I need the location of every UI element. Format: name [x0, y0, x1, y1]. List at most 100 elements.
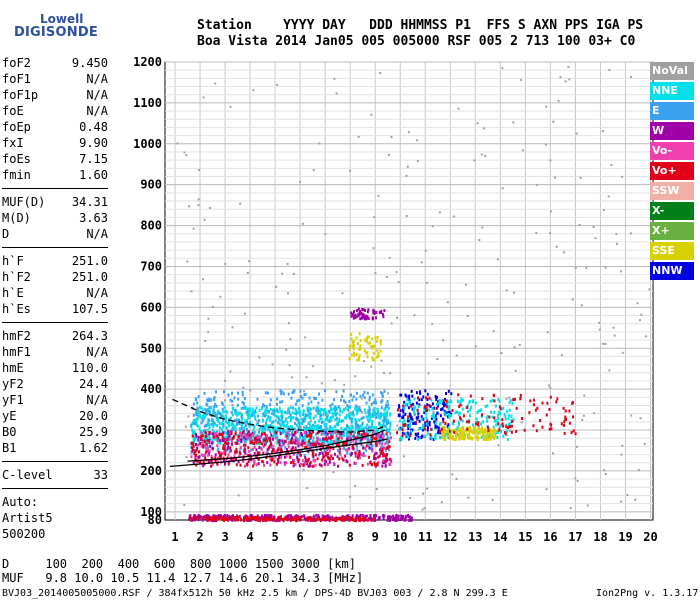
echo-point — [326, 451, 329, 455]
echo-point — [221, 436, 224, 440]
echo-point — [222, 514, 225, 518]
echo-point — [386, 392, 389, 395]
echo-point — [471, 431, 474, 435]
echo-point — [303, 441, 306, 445]
echo-point — [379, 72, 382, 74]
echo-point — [236, 420, 239, 424]
echo-point — [265, 442, 267, 446]
echo-point — [480, 408, 483, 412]
echo-point — [472, 400, 474, 404]
echo-point — [485, 437, 488, 441]
echo-point — [195, 435, 198, 439]
echo-point — [399, 409, 402, 413]
echo-point — [428, 420, 431, 424]
echo-point — [272, 449, 275, 452]
echo-point — [481, 426, 484, 430]
echo-point — [550, 423, 553, 427]
echo-point — [200, 453, 203, 457]
echo-point — [318, 463, 321, 467]
echo-point — [472, 426, 475, 430]
echo-point — [354, 451, 357, 455]
echo-point — [380, 452, 383, 455]
echo-point — [262, 412, 265, 415]
echo-point — [300, 462, 302, 466]
echo-point — [209, 516, 212, 520]
echo-point — [280, 456, 283, 460]
echo-point — [230, 423, 233, 427]
echo-point — [305, 518, 308, 522]
echo-point — [265, 407, 268, 411]
echo-point — [323, 410, 326, 414]
echo-point — [385, 429, 388, 432]
echo-point — [270, 442, 273, 446]
echo-point — [372, 247, 375, 250]
echo-point — [310, 444, 313, 448]
version-label: Ion2Png v. 1.3.17 — [596, 588, 699, 599]
legend-item: SSE — [650, 242, 694, 260]
echo-point — [357, 405, 360, 408]
echo-point — [568, 421, 571, 425]
echo-point — [564, 80, 567, 83]
echo-point — [346, 460, 349, 464]
echo-point — [388, 457, 391, 461]
echo-point — [201, 409, 204, 413]
echo-point — [466, 315, 469, 317]
echo-point — [384, 442, 387, 446]
echo-point — [193, 422, 196, 426]
echo-point — [318, 442, 321, 446]
echo-point — [461, 426, 463, 430]
param-row: D N/A — [2, 226, 108, 242]
echo-point — [508, 401, 511, 405]
echo-point — [410, 389, 413, 393]
echo-point — [388, 256, 391, 259]
echo-point — [282, 428, 285, 432]
echo-point — [532, 424, 535, 428]
echo-point — [239, 452, 242, 456]
echo-point — [351, 446, 354, 449]
echo-point — [550, 427, 553, 431]
echo-point — [574, 432, 577, 436]
echo-point — [630, 232, 632, 235]
echo-point — [294, 438, 297, 442]
echo-point — [363, 349, 366, 353]
echo-point — [304, 434, 307, 438]
param-value: N/A — [86, 88, 108, 102]
echo-point — [249, 413, 252, 417]
echo-point — [469, 427, 472, 431]
echo-point — [374, 431, 377, 434]
echo-point — [324, 412, 327, 416]
echo-point — [254, 516, 257, 519]
echo-point — [249, 436, 252, 439]
echo-point — [361, 437, 364, 441]
echo-point — [411, 394, 414, 398]
echo-point — [238, 443, 241, 446]
echo-point — [223, 405, 226, 409]
echo-point — [316, 457, 319, 461]
echo-point — [563, 420, 566, 424]
echo-point — [467, 426, 470, 430]
echo-point — [368, 444, 371, 448]
echo-point — [378, 310, 381, 314]
echo-point — [509, 399, 512, 403]
echo-point — [274, 436, 277, 440]
echo-point — [355, 409, 358, 412]
echo-point — [354, 407, 357, 411]
echo-point — [306, 447, 309, 451]
echo-point — [221, 427, 223, 431]
echo-point — [508, 425, 511, 429]
echo-point — [363, 390, 366, 394]
echo-point — [369, 446, 372, 450]
echo-point — [466, 420, 469, 424]
echo-point — [375, 451, 378, 455]
echo-point — [575, 132, 578, 135]
echo-point — [444, 398, 446, 402]
echo-point — [249, 389, 252, 392]
echo-point — [498, 428, 501, 432]
echo-point — [451, 409, 454, 412]
echo-point — [232, 427, 235, 431]
echo-point — [365, 430, 368, 434]
echo-point — [292, 452, 295, 456]
param-name: fmin — [2, 168, 31, 182]
echo-point — [435, 425, 438, 429]
echo-point — [335, 437, 338, 441]
